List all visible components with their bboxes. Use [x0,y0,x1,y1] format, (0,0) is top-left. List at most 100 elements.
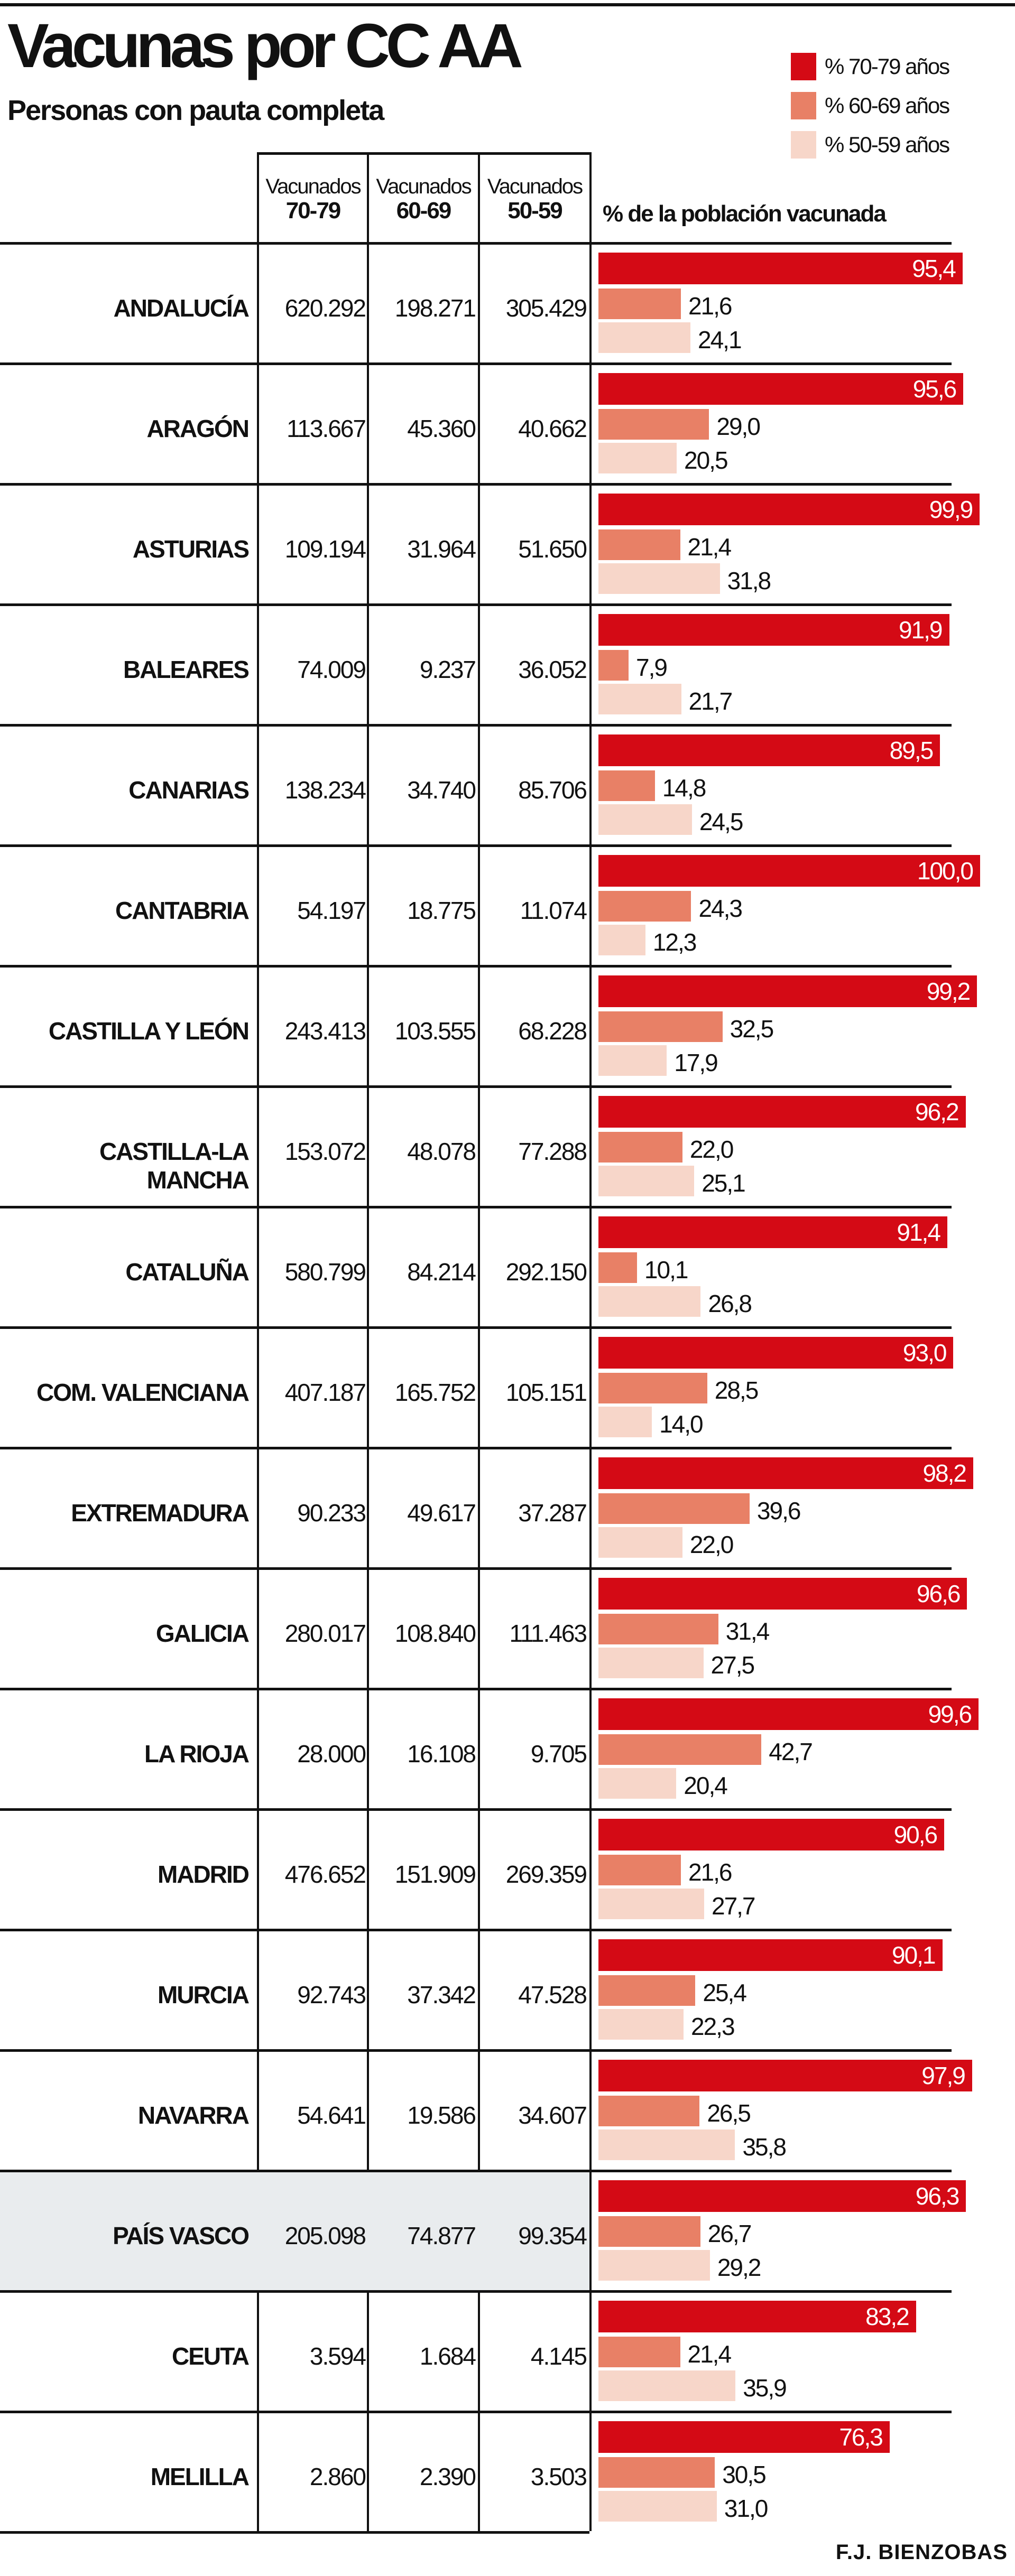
bar-value-label: 91,9 [898,616,943,644]
bar-value-label: 21,4 [687,533,732,561]
bar-50-59 [598,804,692,835]
bar-value-label: 95,4 [912,255,956,282]
legend-label-60-69: % 60-69 años [825,93,950,118]
row-rule [0,1567,952,1570]
bar-70-79 [598,975,977,1007]
bar-50-59 [598,1889,704,1919]
legend-swatch-60-69 [791,92,816,119]
bar-value-label: 99,6 [928,1700,973,1728]
vacunados-60-69: 198.271 [394,294,476,322]
bar-50-59 [598,925,645,955]
bar-60-69 [598,289,681,319]
bar-60-69 [598,409,709,440]
row-rule [0,2290,952,2293]
vacunados-50-59: 305.429 [505,294,587,322]
bar-value-label: 25,4 [703,1979,747,2006]
chart-subtitle: Personas con pauta completa [7,95,384,126]
region-label: LA RIOJA [144,1740,250,1768]
bar-value-label: 42,7 [769,1738,813,1765]
bar-value-label: 24,1 [698,326,742,354]
credit: F.J. BIENZOBAS [835,2541,1008,2564]
bar-value-label: 29,0 [716,413,761,440]
row-rule [0,2049,952,2052]
bar-60-69 [598,1855,681,1885]
bar-value-label: 25,1 [702,1169,746,1197]
region-label: CEUTA [171,2342,250,2370]
vacunados-70-79: 90.233 [297,1499,366,1527]
column-divider [589,152,592,2531]
bar-value-label: 95,6 [912,375,957,403]
bar-50-59 [598,1286,701,1317]
bar-value-label: 21,4 [687,2340,732,2368]
vacunados-60-69: 2.390 [419,2463,476,2490]
region-label: CASTILLA Y LEÓN [48,1017,250,1045]
vacunados-60-69: 45.360 [407,415,476,442]
region-label: PAÍS VASCO [113,2222,250,2249]
bar-value-label: 90,6 [893,1821,938,1848]
vacunados-70-79: 3.594 [309,2342,366,2370]
bar-60-69 [598,1132,682,1163]
header-pct: % de la población vacunada [603,201,887,227]
row-rule [0,2531,589,2534]
region-label: ARAGÓN [146,415,250,442]
bar-60-69 [598,770,655,801]
vacunados-60-69: 37.342 [407,1981,476,2008]
bar-50-59 [598,322,690,353]
region-label: ASTURIAS [132,535,250,563]
region-label: GALICIA [155,1620,250,1647]
bar-value-label: 12,3 [652,928,697,956]
bar-value-label: 83,2 [865,2303,910,2330]
bar-value-label: 26,8 [708,1290,752,1317]
bar-value-label: 100,0 [917,857,974,885]
bar-50-59 [598,684,681,714]
bar-value-label: 14,0 [659,1410,704,1438]
row-rule [0,2411,952,2413]
bar-70-79 [598,1578,967,1610]
header-col-60-69: Vacunados 60-69 [369,174,478,223]
bar-value-label: 27,7 [711,1892,756,1920]
column-divider [478,152,480,2531]
header-col-70-79: Vacunados 70-79 [259,174,367,223]
bar-60-69 [598,650,629,681]
header-bottom-rule [0,242,952,245]
row-highlight [0,2172,589,2290]
vacunados-60-69: 74.877 [407,2222,476,2249]
vacunados-70-79: 205.098 [284,2222,366,2249]
vacunados-70-79: 28.000 [297,1740,366,1768]
row-rule [0,1447,952,1449]
bar-value-label: 97,9 [921,2062,966,2089]
region-label: MURCIA [158,1981,250,2008]
region-label: CANARIAS [128,776,250,804]
region-label: MADRID [158,1861,250,1888]
bar-value-label: 35,8 [742,2133,787,2161]
header-line1: Vacunados [487,175,583,198]
bar-50-59 [598,1407,652,1437]
row-rule [0,965,952,968]
region-label: CATALUÑA [125,1258,250,1286]
vacunados-60-69: 18.775 [407,897,476,924]
vacunados-50-59: 292.150 [505,1258,587,1286]
row-rule [0,1688,952,1690]
vacunados-50-59: 269.359 [505,1861,587,1888]
bar-50-59 [598,2009,684,2040]
row-rule [0,483,952,486]
vacunados-50-59: 9.705 [530,1740,587,1768]
bar-60-69 [598,1373,707,1403]
bar-value-label: 90,1 [891,1941,936,1969]
bar-value-label: 32,5 [730,1015,774,1043]
bar-70-79 [598,2301,916,2332]
vacunados-60-69: 16.108 [407,1740,476,1768]
bar-70-79 [598,494,980,525]
bar-70-79 [598,855,980,887]
vacunados-70-79: 113.667 [287,415,366,442]
vacunados-60-69: 9.237 [419,656,476,683]
row-rule [0,2170,952,2172]
vacunados-70-79: 54.197 [297,897,366,924]
bar-50-59 [598,1648,704,1678]
bar-value-label: 7,9 [636,654,668,681]
bar-50-59 [598,1166,695,1196]
bar-value-label: 98,2 [922,1459,967,1487]
vacunados-60-69: 49.617 [407,1499,476,1527]
vacunados-70-79: 92.743 [297,1981,366,2008]
bar-value-label: 26,7 [707,2220,752,2247]
